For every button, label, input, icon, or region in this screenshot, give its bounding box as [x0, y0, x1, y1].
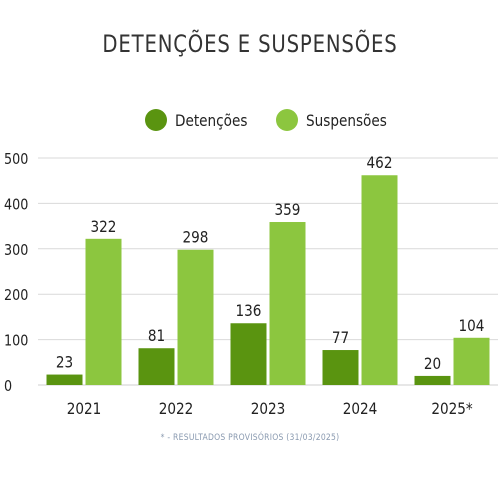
- legend-label-detencoes: Detenções: [175, 110, 248, 130]
- legend-item-suspensoes: Suspensões: [276, 105, 401, 135]
- data-label: 136: [236, 302, 262, 320]
- y-tick-label: 400: [4, 196, 28, 213]
- legend: Detenções Suspensões: [0, 105, 500, 135]
- data-label: 20: [424, 355, 441, 373]
- x-tick-label: 2025*: [431, 400, 472, 418]
- y-tick-label: 100: [4, 333, 28, 350]
- chart-title: DETENÇÕES E SUSPENSÕES: [102, 30, 398, 58]
- y-tick-label: 200: [4, 287, 28, 304]
- data-label: 322: [91, 218, 117, 236]
- bar-detencoes: [46, 374, 83, 385]
- legend-label-suspensoes: Suspensões: [306, 110, 387, 130]
- bar-detencoes: [138, 348, 175, 385]
- bar-suspensoes: [85, 238, 122, 385]
- x-tick-label: 2021: [67, 400, 102, 418]
- data-label: 77: [332, 329, 349, 347]
- y-tick-label: 500: [4, 151, 28, 168]
- data-label: 359: [275, 201, 301, 219]
- bar-detencoes: [414, 375, 451, 385]
- bar-detencoes: [230, 323, 267, 385]
- legend-item-detencoes: Detenções: [145, 105, 260, 135]
- data-label: 104: [459, 317, 485, 335]
- data-label: 462: [367, 154, 393, 172]
- data-label: 298: [183, 229, 209, 247]
- bar-suspensoes: [453, 337, 490, 385]
- bar-suspensoes: [177, 249, 214, 385]
- bar-detencoes: [322, 350, 359, 385]
- legend-swatch-detencoes: [145, 109, 167, 131]
- footnote: * - RESULTADOS PROVISÓRIOS (31/03/2025): [160, 433, 340, 443]
- x-tick-label: 2024: [343, 400, 378, 418]
- y-tick-label: 300: [4, 242, 28, 259]
- legend-swatch-suspensoes: [276, 109, 298, 131]
- x-tick-label: 2022: [159, 400, 194, 418]
- bar-suspensoes: [361, 175, 398, 385]
- bar-suspensoes: [269, 222, 306, 385]
- x-tick-label: 2023: [251, 400, 286, 418]
- data-label: 23: [56, 354, 73, 372]
- data-label: 81: [148, 327, 165, 345]
- y-tick-label: 0: [4, 378, 12, 395]
